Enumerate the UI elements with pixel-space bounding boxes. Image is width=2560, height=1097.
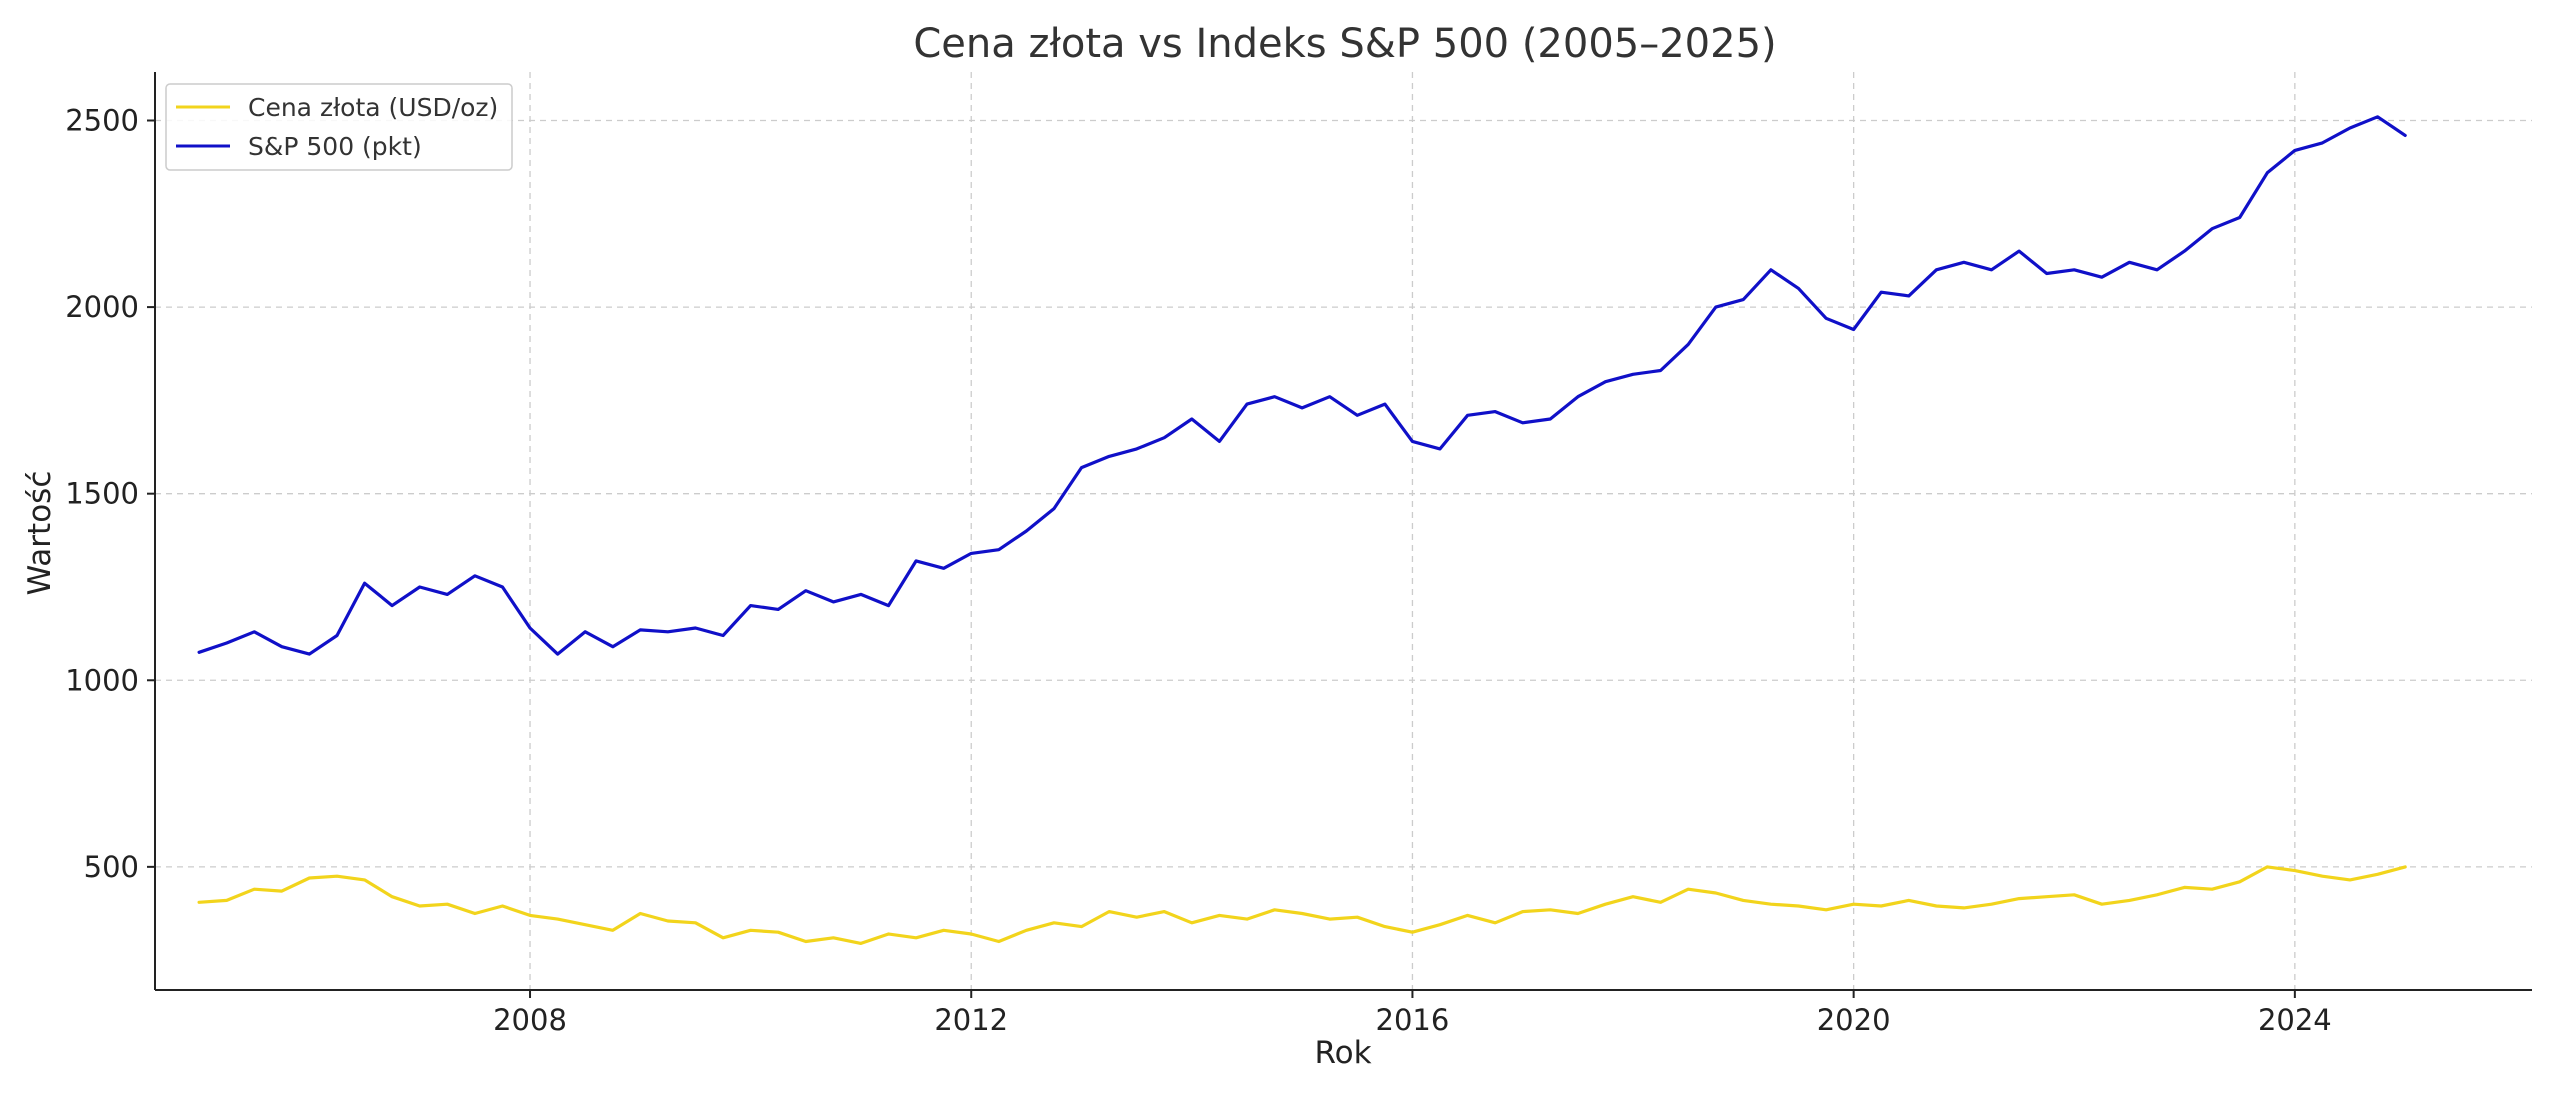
x-tick-label: 2008 (493, 1003, 567, 1037)
legend-box (165, 83, 513, 171)
legend-label-sp500: S&P 500 (pkt) (248, 132, 422, 161)
y-tick-label: 1000 (65, 663, 139, 697)
grid-lines (155, 72, 2532, 990)
y-axis-label: Wartość (22, 471, 58, 596)
legend-label-gold: Cena złota (USD/oz) (248, 93, 498, 122)
series-lines (197, 115, 2407, 945)
y-tick-label: 500 (84, 850, 139, 884)
chart-title: Cena złota vs Indeks S&P 500 (2005–2025) (913, 21, 1776, 67)
y-tick-label: 2000 (65, 290, 139, 324)
x-tick-label: 2020 (1817, 1003, 1891, 1037)
x-tick-label: 2024 (2258, 1003, 2332, 1037)
x-tick-label: 2016 (1376, 1003, 1450, 1037)
y-tick-label: 2500 (65, 104, 139, 138)
legend: Cena złota (USD/oz) S&P 500 (pkt) (165, 83, 513, 171)
x-tick-label: 2012 (934, 1003, 1008, 1037)
series-line-sp500 (197, 115, 2407, 656)
series-line-gold (197, 865, 2407, 945)
axis-ticks: 2008 2012 2016 2020 2024 500 1000 1500 2000 2500 (65, 104, 2332, 1037)
x-axis-label: Rok (1314, 1035, 1371, 1071)
y-tick-label: 1500 (65, 477, 139, 511)
